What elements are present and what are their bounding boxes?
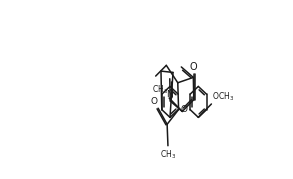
Text: CH$_3$: CH$_3$ [152,84,168,96]
Text: OCH$_3$: OCH$_3$ [212,91,234,103]
Text: CH$_3$: CH$_3$ [160,148,176,161]
Text: O: O [190,62,197,72]
Text: N: N [167,90,173,99]
Text: O: O [181,105,188,114]
Text: O: O [150,97,157,107]
